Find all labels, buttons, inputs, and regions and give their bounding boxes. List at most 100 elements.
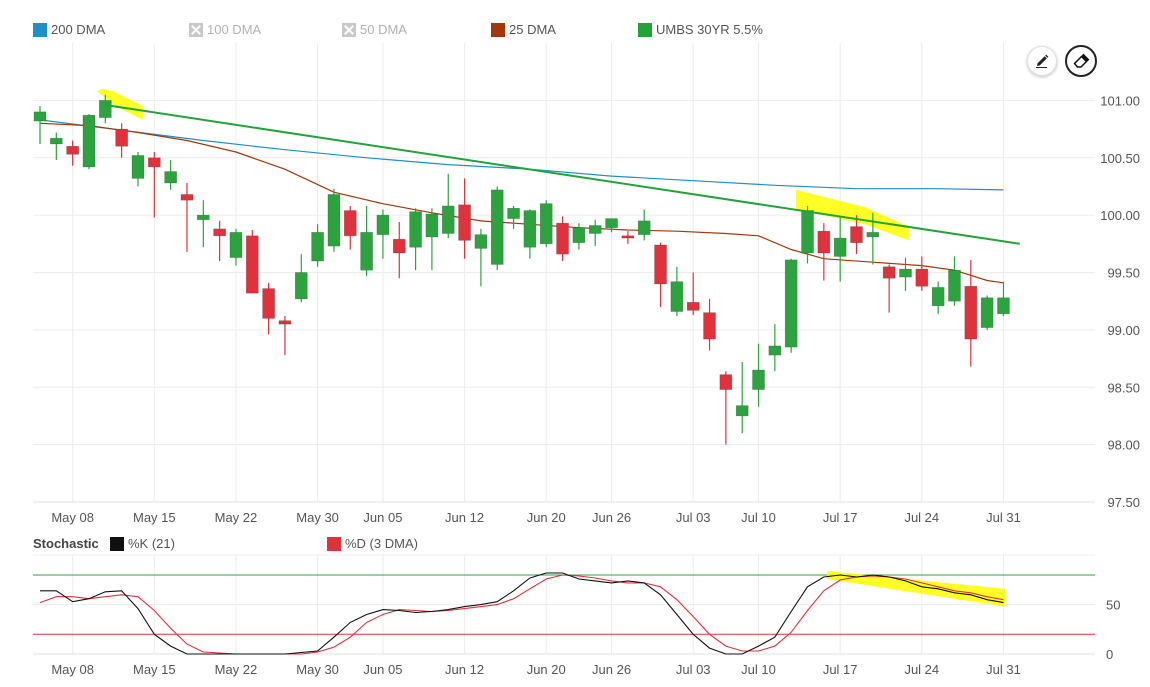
legend-swatch-d <box>327 536 341 551</box>
candle <box>278 316 292 356</box>
candle-body <box>654 244 667 285</box>
legend-swatch-50-dma-disabled-icon <box>342 22 356 37</box>
candle <box>850 215 863 255</box>
candle-body <box>441 205 455 234</box>
candle <box>490 186 504 271</box>
candle-body <box>801 210 814 254</box>
legend-item-100-dma[interactable]: 100 DMA <box>189 22 261 37</box>
legend-item-25-dma[interactable]: 25 DMA <box>491 22 556 37</box>
candle-body <box>523 210 537 248</box>
stoch-x-tick-label: Jul 10 <box>741 662 776 677</box>
candle-body <box>197 214 210 221</box>
trendline-umbs <box>105 104 1020 245</box>
candle-body <box>670 281 684 312</box>
draw-pencil-button[interactable] <box>1027 46 1057 76</box>
legend-item-umbs[interactable]: UMBS 30YR 5.5% <box>638 22 763 37</box>
chart-legend: 200 DMA 100 DMA 50 DMA 25 DMA UMBS 30YR … <box>0 22 1150 42</box>
candle <box>670 266 684 317</box>
candle <box>948 256 961 306</box>
candle-body <box>948 269 961 302</box>
candle-body <box>850 226 863 243</box>
legend-item-50-dma[interactable]: 50 DMA <box>342 22 407 37</box>
candle-body <box>50 137 63 145</box>
candle-body <box>899 268 912 278</box>
y-tick-label: 99.00 <box>1107 323 1140 338</box>
candle-body <box>213 228 226 237</box>
legend-label-d: %D (3 DMA) <box>345 536 418 551</box>
stoch-x-tick-label: Jun 12 <box>445 662 484 677</box>
stoch-x-tick-label: Jun 26 <box>592 662 631 677</box>
highlight-marker <box>97 88 143 120</box>
eraser-icon <box>1073 53 1090 68</box>
stoch-highlight-marker <box>827 571 1006 607</box>
candle-body <box>229 232 243 258</box>
candle <box>425 208 439 271</box>
candle <box>784 258 798 353</box>
candle <box>213 220 226 262</box>
stoch-y-tick-label: 0 <box>1106 647 1113 662</box>
candle-body <box>572 227 586 243</box>
candle <box>882 264 896 313</box>
candle-body <box>425 213 439 238</box>
stoch-x-tick-label: May 22 <box>215 662 258 677</box>
candle-body <box>817 230 831 254</box>
candle-body <box>392 238 406 254</box>
candle-body <box>997 297 1010 315</box>
candle <box>245 230 259 294</box>
grid <box>33 43 1095 503</box>
candle <box>197 200 210 248</box>
candle-body <box>915 268 929 287</box>
candle-body <box>980 297 994 328</box>
stochastic-title: Stochastic <box>33 536 99 551</box>
series-25-dma <box>39 122 1004 284</box>
legend-label-200-dma: 200 DMA <box>51 22 106 37</box>
stochastic-chart[interactable]: 50 0 May 08 May 15 May 22 May 30 Jun 05 Jun 12 J… <box>0 554 1150 687</box>
candle <box>50 132 63 161</box>
legend-item-200-dma[interactable]: 200 DMA <box>33 22 105 37</box>
candle <box>343 205 357 250</box>
candle <box>82 114 96 170</box>
legend-swatch-25-dma <box>491 22 505 37</box>
stoch-x-tick-label: May 30 <box>296 662 339 677</box>
candle-body <box>621 235 635 239</box>
candle-body <box>458 204 471 241</box>
candle-body <box>343 210 357 237</box>
stoch-y-tick-label: 50 <box>1106 598 1120 613</box>
legend-swatch-200-dma <box>33 22 47 37</box>
candle-body <box>180 194 194 201</box>
candle-body <box>931 287 945 307</box>
candle <box>458 178 471 259</box>
candle <box>703 298 716 351</box>
candle <box>66 140 79 166</box>
candle-body <box>964 285 978 340</box>
candle-body <box>376 214 390 235</box>
candle <box>686 272 700 315</box>
candle <box>507 205 520 229</box>
legend-item-d[interactable]: %D (3 DMA) <box>327 536 418 551</box>
legend-label-umbs: UMBS 30YR 5.5% <box>656 22 763 37</box>
candle-body <box>752 369 765 390</box>
legend-label-50-dma: 50 DMA <box>360 22 407 37</box>
candle-body <box>99 100 112 118</box>
candle <box>115 123 128 158</box>
legend-item-k[interactable]: %K (21) <box>110 536 175 551</box>
price-chart[interactable]: 101.00 100.50 100.00 99.50 99.00 98.50 98.00 97… <box>0 0 1150 530</box>
x-tick-label: Jul 03 <box>676 510 711 525</box>
candle-body <box>262 288 275 319</box>
candle-body <box>507 207 520 219</box>
candles <box>33 94 1010 445</box>
stoch-x-tick-label: Jul 24 <box>904 662 939 677</box>
x-tick-label: Jun 05 <box>363 510 402 525</box>
candle <box>719 371 733 445</box>
eraser-button[interactable] <box>1065 45 1097 77</box>
candle <box>752 343 765 407</box>
candle-body <box>784 259 798 348</box>
candle <box>980 295 994 330</box>
candle <box>997 281 1010 317</box>
candle <box>833 216 847 282</box>
x-tick-label: Jun 20 <box>527 510 566 525</box>
candle-body <box>409 211 422 248</box>
candle-body <box>474 234 488 249</box>
y-tick-label: 101.00 <box>1100 93 1140 108</box>
candle-body <box>278 320 292 325</box>
